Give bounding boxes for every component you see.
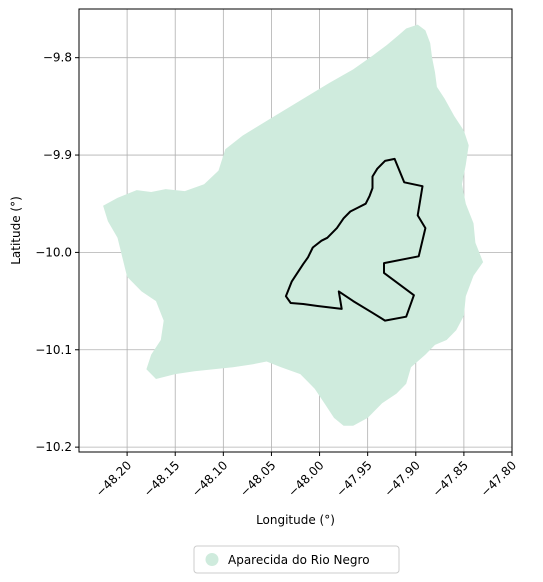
y-tick-label-2: −10.0: [35, 245, 72, 259]
legend: Aparecida do Rio Negro: [193, 545, 400, 574]
boundary-outline: [284, 157, 427, 322]
outline-layer: [284, 157, 427, 322]
y-tick-label-3: −10.1: [35, 343, 72, 357]
y-axis-label: Latitude (°): [9, 196, 23, 265]
y-tick-label-0: −9.8: [43, 51, 72, 65]
x-tick-label-7: −47.85: [430, 458, 471, 499]
x-tick-label-3: −48.05: [237, 458, 278, 499]
axes-frame: [78, 8, 513, 453]
x-tick-label-6: −47.90: [382, 458, 423, 499]
y-tick-label-4: −10.2: [35, 440, 72, 454]
y-axis-ticks: −9.8 −9.9 −10.0 −10.1 −10.2: [35, 51, 79, 454]
y-tick-label-1: −9.9: [43, 148, 72, 162]
legend-box: [193, 545, 400, 574]
municipality-region: [103, 24, 484, 426]
legend-marker: [205, 553, 219, 566]
legend-label: Aparecida do Rio Negro: [228, 553, 370, 567]
x-tick-label-0: −48.20: [93, 458, 134, 499]
region-layer: [103, 24, 484, 426]
x-tick-label-2: −48.10: [189, 458, 230, 499]
x-axis-label: Longitude (°): [256, 513, 335, 527]
x-tick-label-5: −47.95: [333, 458, 374, 499]
x-axis-ticks: −48.20 −48.15 −48.10 −48.05 −48.00 −47.95 −47.…: [93, 452, 519, 500]
x-tick-label-8: −47.80: [478, 458, 519, 499]
x-tick-label-4: −48.00: [285, 458, 326, 499]
x-tick-label-1: −48.15: [141, 458, 182, 499]
